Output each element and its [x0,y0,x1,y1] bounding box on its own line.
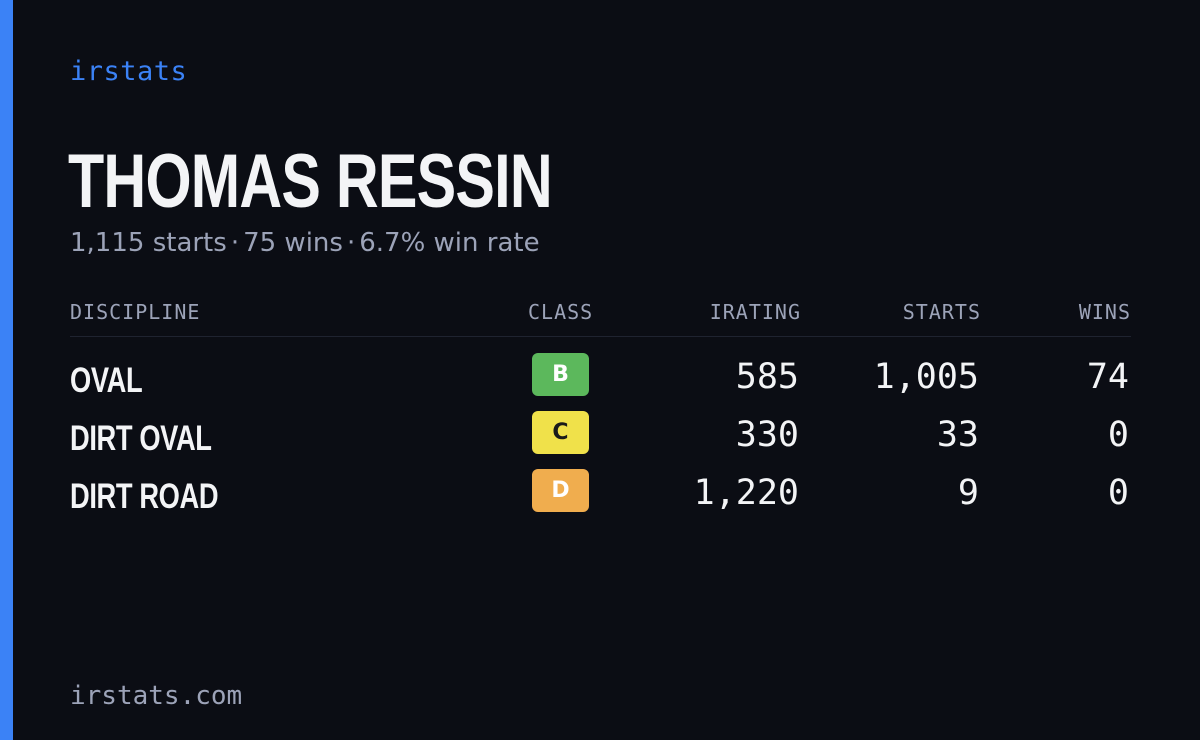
header-discipline: DISCIPLINE [70,300,201,324]
discipline-cell: DIRT OVAL [70,419,212,458]
class-badge: D [532,469,589,512]
summary-wins: 75 wins [243,228,343,258]
starts-cell: 33 [936,415,979,455]
summary-separator: · [346,228,356,258]
wins-cell: 74 [1086,357,1129,397]
starts-cell: 1,005 [873,357,979,397]
driver-summary: 1,115 starts · 75 wins · 6.7% win rate [70,228,540,258]
driver-name: THOMAS RESSIN [68,139,553,224]
stats-table: DISCIPLINE CLASS IRATING STARTS WINS OVA… [70,298,1131,527]
wins-cell: 0 [1107,415,1129,455]
discipline-cell: OVAL [70,361,143,400]
table-row: OVAL B 585 1,005 74 [70,353,1131,411]
table-row: DIRT OVAL C 330 33 0 [70,411,1131,469]
table-header: DISCIPLINE CLASS IRATING STARTS WINS [70,298,1131,337]
brand-logo: irstats [70,56,188,87]
wins-cell: 0 [1107,473,1129,513]
header-starts: STARTS [902,300,981,324]
irating-cell: 585 [735,357,799,397]
header-irating: IRATING [709,300,801,324]
header-class: CLASS [528,300,594,324]
table-row: DIRT ROAD D 1,220 9 0 [70,469,1131,527]
header-wins: WINS [1078,300,1131,324]
irating-cell: 1,220 [693,473,799,513]
accent-bar [0,0,13,740]
class-badge: B [532,353,589,396]
summary-win-rate: 6.7% win rate [359,228,540,258]
class-badge: C [532,411,589,454]
discipline-cell: DIRT ROAD [70,477,219,516]
footer-url[interactable]: irstats.com [70,681,243,711]
starts-cell: 9 [957,473,979,513]
summary-starts: 1,115 starts [70,228,227,258]
table-body: OVAL B 585 1,005 74 DIRT OVAL C 330 33 0… [70,337,1131,527]
irating-cell: 330 [735,415,799,455]
summary-separator: · [230,228,240,258]
